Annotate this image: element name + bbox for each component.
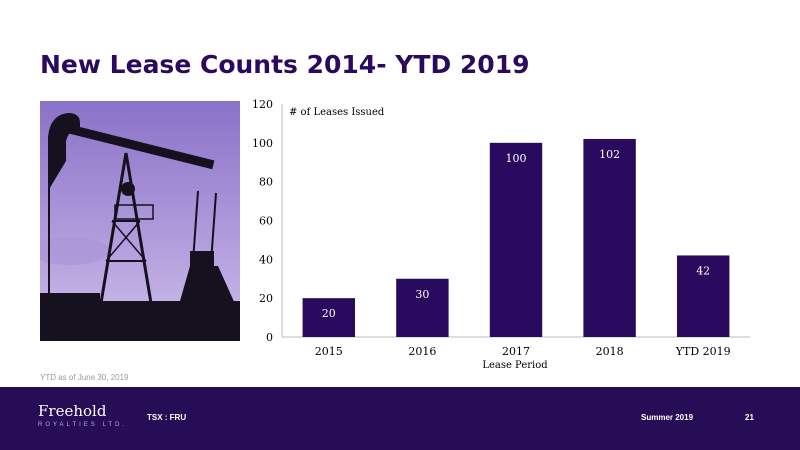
x-tick-label: 2016	[408, 345, 436, 358]
y-tick-label: 60	[259, 215, 273, 228]
y-tick-label: 40	[259, 253, 273, 266]
data-label: 100	[506, 152, 527, 165]
y-tick-label: 120	[252, 98, 273, 111]
bar	[489, 142, 543, 337]
y-tick-label: 100	[252, 137, 273, 150]
bar	[302, 298, 356, 337]
pumpjack-silhouette	[40, 113, 240, 341]
data-label: 20	[322, 307, 336, 320]
data-label: 30	[415, 288, 429, 301]
bar	[583, 138, 636, 337]
x-tick-label: 2017	[502, 345, 530, 358]
y-tick-label: 20	[259, 292, 273, 305]
x-tick-label: 2015	[315, 345, 343, 358]
x-tick-label: 2018	[596, 345, 624, 358]
pumpjack-photo	[40, 101, 240, 341]
ytd-note: YTD as of June 30, 2019	[40, 373, 129, 382]
y-tick-label: 80	[259, 176, 273, 189]
data-label: 42	[696, 264, 710, 277]
footer-bar	[0, 387, 800, 450]
bar	[396, 278, 449, 337]
page-number: 21	[745, 413, 754, 422]
ticker-label: TSX : FRU	[147, 413, 187, 422]
bar	[676, 255, 730, 337]
x-axis-title: Lease Period	[482, 360, 548, 371]
series-label: # of Leases Issued	[289, 107, 385, 118]
period-label: Summer 2019	[641, 413, 694, 422]
lease-bar-chart: 0 20 40 60 80 100 120 20 30 100 102 42 2015 2016 201…	[252, 98, 750, 371]
y-tick-label: 0	[266, 331, 273, 344]
x-tick-label: YTD 2019	[675, 345, 731, 358]
company-logo-name: Freehold	[38, 402, 107, 420]
slide-title: New Lease Counts 2014- YTD 2019	[40, 50, 530, 79]
data-label: 102	[599, 148, 620, 161]
company-logo-subtitle: ROYALTIES LTD.	[38, 422, 128, 428]
